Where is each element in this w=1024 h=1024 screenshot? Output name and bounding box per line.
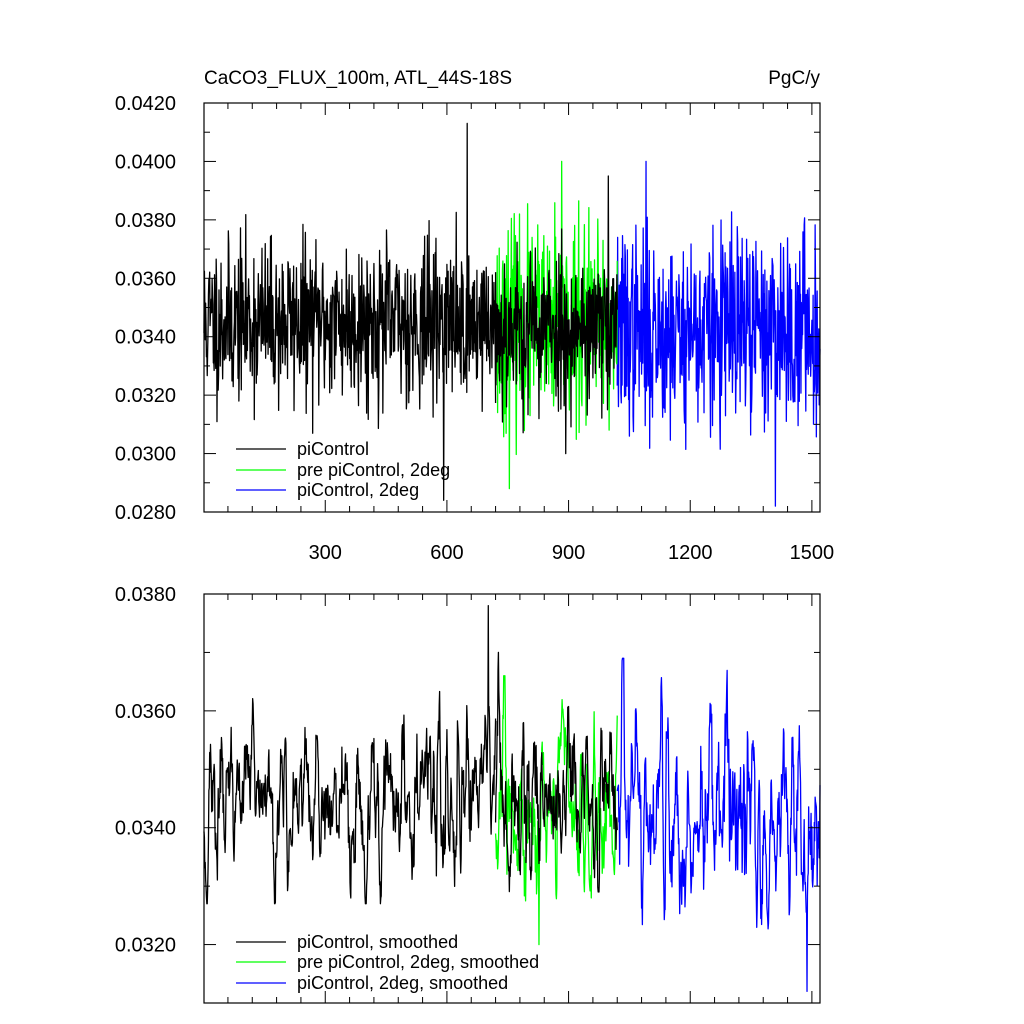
bottom-legend: piControl, smoothed pre piControl, 2deg,…: [236, 932, 539, 993]
y-tick-label: 0.0380: [115, 584, 176, 606]
panel-top: CaCO3_FLUX_100m, ATL_44S-18S PgC/y 0.028…: [115, 68, 834, 564]
y-tick-label: 0.0360: [115, 701, 176, 723]
y-tick-label: 0.0320: [115, 935, 176, 957]
y-tick-label: 0.0360: [115, 268, 176, 290]
x-tick-label: 1500: [790, 542, 835, 564]
series-line-0: [203, 122, 497, 501]
legend-label-picontrol-2deg-smoothed: piControl, 2deg, smoothed: [297, 973, 508, 993]
legend-label-pre-picontrol-2deg: pre piControl, 2deg: [297, 460, 450, 480]
series-line-2: [616, 160, 821, 507]
bottom-series-lines: [203, 605, 821, 992]
bottom-x-axis: [227, 594, 813, 1003]
x-tick-label: 1200: [668, 542, 713, 564]
y-tick-label: 0.0340: [115, 818, 176, 840]
legend-label-picontrol: piControl: [297, 439, 369, 459]
y-tick-label: 0.0300: [115, 444, 176, 466]
legend-label-pre-picontrol-2deg-smoothed: pre piControl, 2deg, smoothed: [297, 952, 539, 972]
series-line-2: [616, 657, 821, 992]
y-tick-label: 0.0400: [115, 151, 176, 173]
series-line-3: [494, 651, 618, 893]
y-tick-label: 0.0380: [115, 210, 176, 232]
y-tick-label: 0.0420: [115, 93, 176, 115]
x-tick-label: 300: [309, 542, 342, 564]
top-legend: piControl pre piControl, 2deg piControl,…: [236, 439, 450, 500]
bottom-y-axis: 0.0320 0.0340 0.0360 0.0380: [115, 584, 820, 1004]
chart-title: CaCO3_FLUX_100m, ATL_44S-18S: [204, 68, 512, 89]
top-y-axis: 0.0280 0.0300 0.0320 0.0340 0.0360 0.0380 0.04…: [115, 93, 820, 524]
y-tick-label: 0.0340: [115, 327, 176, 349]
series-line-3: [494, 175, 618, 455]
units-label: PgC/y: [768, 68, 820, 89]
top-plot-frame: [203, 102, 821, 513]
top-series-lines: [203, 122, 821, 507]
x-tick-label: 900: [552, 542, 585, 564]
series-line-0: [203, 605, 497, 905]
y-tick-label: 0.0280: [115, 502, 176, 524]
legend-label-picontrol-2deg: piControl, 2deg: [297, 480, 419, 500]
panel-bottom: 0.0320 0.0340 0.0360 0.0380 piControl, smoo…: [115, 584, 821, 1004]
legend-label-picontrol-smoothed: piControl, smoothed: [297, 932, 458, 952]
top-x-axis: 300 600 900 1200 1500: [227, 103, 835, 564]
x-tick-label: 600: [430, 542, 463, 564]
bottom-plot-frame: [203, 593, 821, 1004]
y-tick-label: 0.0320: [115, 385, 176, 407]
